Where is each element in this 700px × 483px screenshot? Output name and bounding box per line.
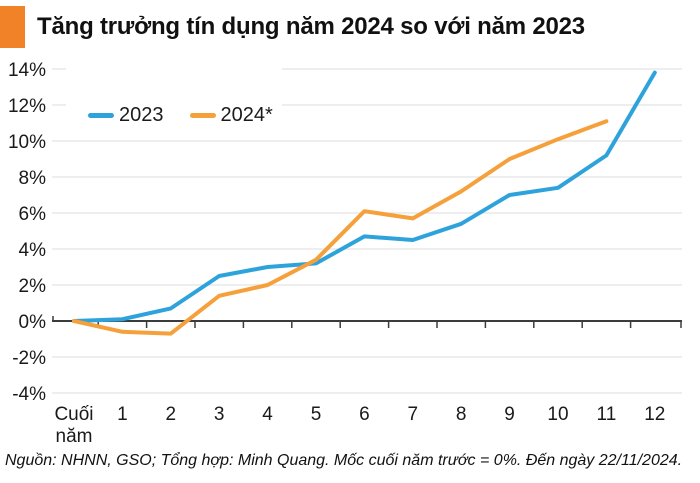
x-axis-label: năm (56, 426, 93, 447)
legend-label-2023: 2023 (119, 104, 164, 126)
x-axis-label: 12 (644, 404, 665, 425)
series-line-2023 (72, 70, 657, 323)
y-axis-label: -2% (12, 348, 46, 369)
x-axis-label: 4 (262, 404, 273, 425)
x-axis-label: 11 (597, 404, 617, 425)
x-axis-label: 10 (547, 404, 568, 425)
legend-swatch-2024 (189, 112, 216, 118)
x-axis-label: Cuối (54, 404, 93, 425)
x-axis-label: 7 (408, 404, 419, 425)
y-axis-label: 8% (19, 168, 47, 189)
y-axis-label: -4% (12, 384, 46, 405)
chart-header: Tăng trưởng tín dụng năm 2024 so với năm… (0, 6, 585, 48)
y-axis-label: 12% (8, 96, 46, 117)
legend-label-2024: 2024* (220, 104, 273, 126)
x-axis-label: 8 (456, 404, 467, 425)
y-axis-label: 6% (19, 204, 47, 225)
page-title: Tăng trưởng tín dụng năm 2024 so với năm… (37, 13, 585, 40)
chart-legend: 2023 2024* (66, 58, 282, 134)
y-axis-label: 4% (19, 240, 47, 261)
y-axis-label: 2% (19, 276, 47, 297)
legend-item-2024: 2024* (189, 104, 273, 126)
x-axis-label: 1 (117, 404, 128, 425)
x-axis-label: 2 (166, 404, 177, 425)
series-line-2024 (72, 119, 609, 336)
legend-item-2023: 2023 (88, 105, 164, 125)
y-axis-label: 0% (19, 312, 47, 333)
x-axis-label: 6 (359, 404, 370, 425)
title-accent-bar (0, 6, 25, 48)
legend-swatch-2023 (88, 112, 114, 118)
y-axis-label: 14% (8, 60, 46, 81)
x-axis-label: 9 (504, 404, 515, 425)
source-note: Nguồn: NHNN, GSO; Tổng hợp: Minh Quang. … (5, 452, 683, 469)
x-axis-label: 3 (214, 404, 225, 425)
x-axis-label: 5 (311, 404, 322, 425)
y-axis-label: 10% (8, 132, 46, 153)
